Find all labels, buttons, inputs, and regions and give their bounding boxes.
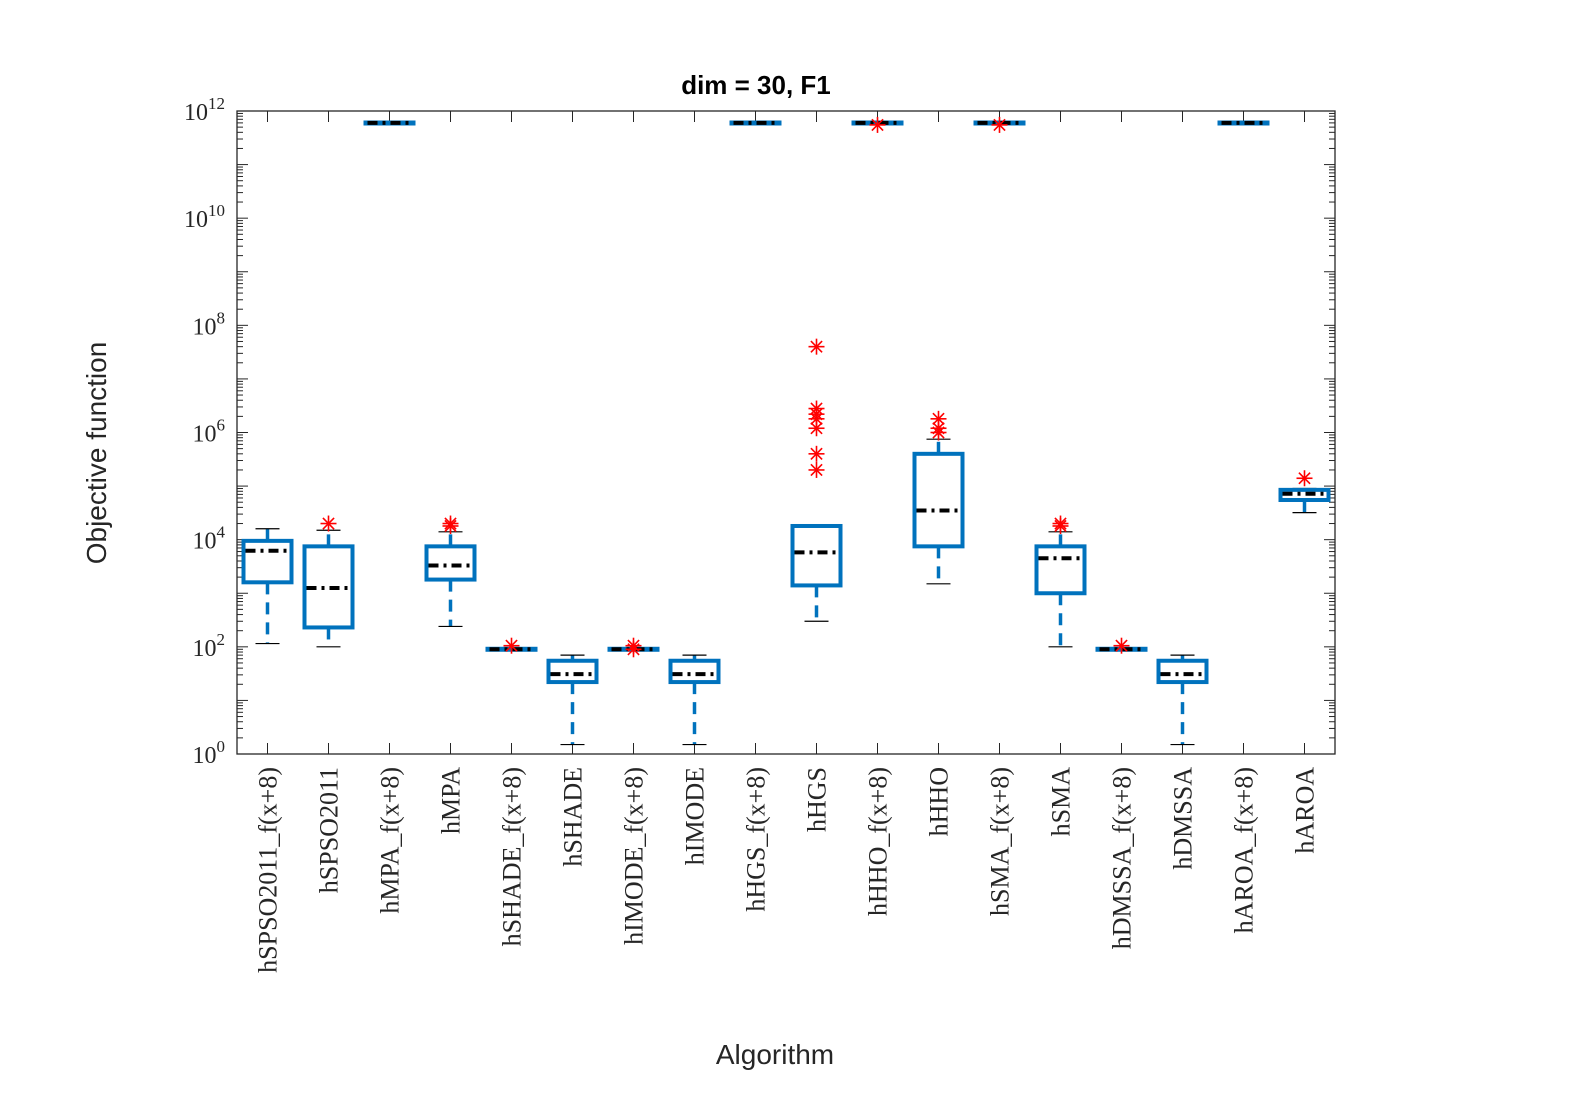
box-group: [363, 120, 416, 126]
y-tick-base: 10: [193, 743, 217, 769]
x-tick-labels: hSPSO2011_f(x+8) hSPSO2011 hMPA_f(x+8) hMPA…: [254, 767, 1320, 973]
x-tick-label: hSMA_f(x+8): [986, 767, 1015, 916]
box-iqr: [1217, 120, 1270, 126]
chart-title: dim = 30, F1: [681, 70, 831, 100]
box-group: [912, 410, 965, 585]
outlier-marker: [1052, 515, 1069, 532]
box-iqr: [241, 538, 294, 585]
box-group: [485, 637, 538, 654]
x-tick-label: hSPSO2011_f(x+8): [254, 767, 283, 973]
x-tick-label: hAROA_f(x+8): [1230, 767, 1259, 933]
box-iqr: [912, 451, 965, 549]
x-tick-label: hSPSO2011: [315, 767, 344, 893]
y-tick-label: 104: [193, 523, 226, 555]
y-tick-exponent: 4: [217, 523, 226, 542]
y-tick-label: 1012: [184, 94, 225, 126]
y-axis-label: Objective function: [81, 342, 112, 565]
x-tick-label: hIMODE_f(x+8): [620, 767, 649, 945]
x-tick-label: hDMSSA_f(x+8): [1108, 767, 1137, 949]
box-group: [729, 120, 782, 126]
box-group: [1095, 637, 1148, 654]
y-tick-exponent: 10: [208, 201, 225, 220]
box-group: [1156, 654, 1209, 746]
outlier-marker: [1113, 637, 1130, 654]
outlier-marker: [625, 637, 642, 654]
y-tick-label: 106: [193, 416, 226, 448]
box-iqr: [1034, 544, 1087, 596]
outlier-marker: [808, 400, 825, 417]
y-tick-base: 10: [193, 314, 217, 340]
box-group: [1278, 470, 1331, 514]
box-iqr: [424, 544, 477, 582]
box-group: [546, 654, 599, 746]
outlier-marker: [991, 116, 1008, 133]
outlier-marker: [808, 461, 825, 478]
y-tick-label: 100: [193, 737, 226, 769]
y-tick-label: 102: [193, 630, 226, 662]
x-tick-label: hMPA_f(x+8): [376, 767, 405, 914]
y-tick-base: 10: [193, 529, 217, 555]
box-iqr: [729, 120, 782, 126]
y-tick-base: 10: [193, 422, 217, 448]
box-iqr: [790, 523, 843, 588]
x-tick-label: hMPA: [437, 767, 466, 834]
x-tick-label: hSMA: [1047, 767, 1076, 837]
y-tick-base: 10: [184, 207, 208, 233]
box-group: [302, 515, 355, 648]
outlier-marker: [808, 338, 825, 355]
box-group: [607, 637, 660, 658]
y-tick-exponent: 2: [217, 630, 226, 649]
x-tick-label: hHGS: [803, 767, 832, 832]
outlier-marker: [869, 116, 886, 133]
plot-axes-frame: [236, 110, 1336, 755]
y-tick-label: 1010: [184, 201, 225, 233]
box-group: [424, 515, 477, 628]
box-group: [851, 116, 904, 133]
x-tick-label: hSHADE_f(x+8): [498, 767, 527, 946]
box-iqr: [668, 658, 721, 685]
y-tick-exponent: 8: [217, 308, 226, 327]
x-tick-label: hHHO_f(x+8): [864, 767, 893, 916]
y-tick-exponent: 6: [217, 416, 226, 435]
outlier-marker: [503, 637, 520, 654]
x-tick-label: hDMSSA: [1169, 767, 1198, 870]
box-group: [973, 116, 1026, 133]
box-iqr: [1156, 658, 1209, 685]
outlier-marker: [930, 410, 947, 427]
box-iqr: [546, 658, 599, 685]
y-tick-exponent: 12: [208, 94, 225, 113]
tick-marks: [237, 110, 1335, 755]
x-axis-label: Algorithm: [716, 1039, 834, 1070]
outlier-marker: [442, 515, 459, 532]
box-iqr: [363, 120, 416, 126]
x-tick-label: hHGS_f(x+8): [742, 767, 771, 912]
outlier-marker: [1296, 470, 1313, 487]
outlier-marker: [808, 445, 825, 462]
box-group: [790, 338, 843, 622]
outlier-marker: [320, 515, 337, 532]
y-tick-base: 10: [193, 636, 217, 662]
y-tick-label: 108: [193, 308, 226, 340]
x-tick-label: hHHO: [925, 767, 954, 836]
y-tick-base: 10: [184, 100, 208, 126]
x-tick-label: hAROA: [1291, 767, 1320, 854]
box-group: [241, 528, 294, 645]
y-tick-exponent: 0: [217, 737, 226, 756]
box-iqr: [1278, 487, 1331, 502]
box-iqr: [302, 544, 355, 630]
x-tick-label: hSHADE: [559, 767, 588, 867]
box-group: [1217, 120, 1270, 126]
box-group: [1034, 515, 1087, 648]
x-tick-label: hIMODE: [681, 767, 710, 865]
box-group: [668, 654, 721, 746]
box-series: [241, 116, 1331, 746]
